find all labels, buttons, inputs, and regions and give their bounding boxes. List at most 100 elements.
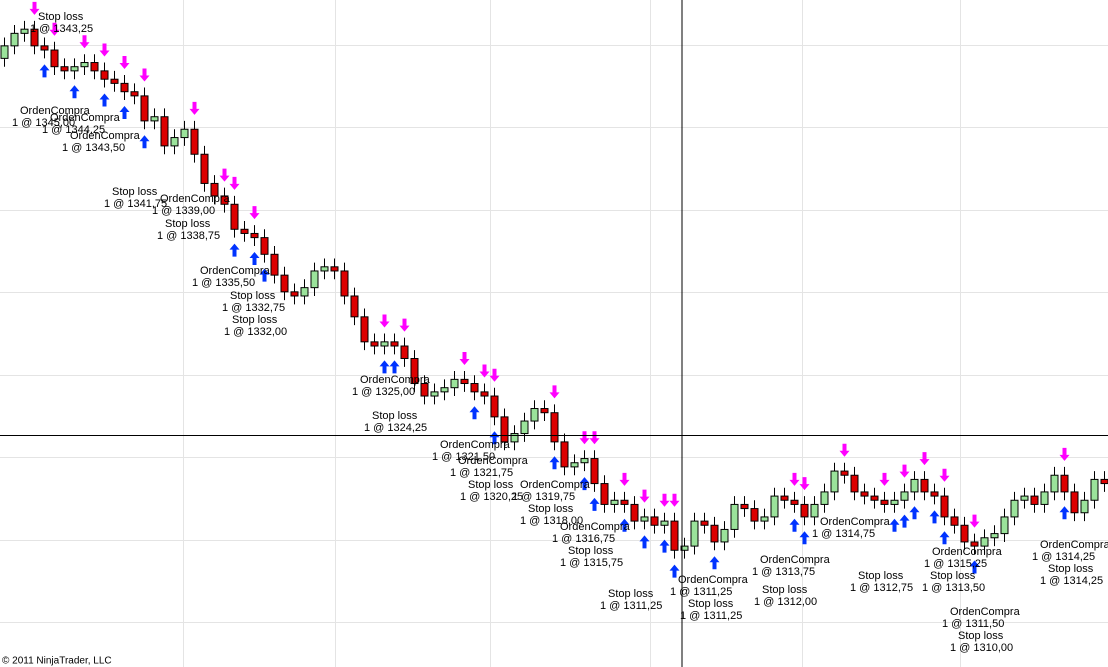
candle-body	[130, 91, 139, 97]
buy-arrow	[1059, 506, 1070, 520]
annotation-text: 1 @ 1311,25	[680, 610, 742, 622]
annotation-text: 1 @ 1311,25	[600, 600, 662, 612]
buy-arrow	[139, 135, 150, 149]
candle-body	[940, 495, 949, 518]
annotation-text: 1 @ 1311,25	[670, 586, 732, 598]
annotation-label: OrdenCompra	[160, 193, 231, 205]
sell-arrow	[619, 472, 630, 486]
candle-body	[480, 391, 489, 397]
annotation-label: OrdenCompra	[678, 574, 749, 586]
candle-body	[870, 495, 879, 501]
candle-body	[420, 383, 429, 397]
candle-body	[510, 433, 519, 443]
candle-body	[910, 478, 919, 493]
candle-body	[620, 499, 629, 505]
candle-body	[860, 491, 869, 497]
candle-body	[700, 520, 709, 526]
annotation-text: 1 @ 1320,25	[460, 491, 523, 503]
candle-body	[70, 66, 79, 72]
candle-body	[330, 266, 339, 272]
candle-body	[470, 383, 479, 393]
candle-body	[150, 116, 159, 122]
annotation-label: OrdenCompra	[932, 546, 1003, 558]
annotation-label: Stop loss	[232, 314, 278, 326]
candle-body	[590, 458, 599, 485]
buy-arrow	[589, 497, 600, 511]
candle-body	[840, 470, 849, 476]
sell-arrow	[639, 489, 650, 503]
buy-arrow	[249, 251, 260, 265]
sell-arrow	[79, 35, 90, 49]
candle-body	[60, 66, 69, 72]
candle-body	[930, 491, 939, 497]
candle-body	[1020, 495, 1029, 501]
candle-body	[1040, 491, 1049, 505]
sell-arrow	[399, 318, 410, 332]
candles	[0, 20, 1108, 559]
candle-body	[970, 541, 979, 547]
annotation-text: 1 @ 1332,75	[222, 302, 285, 314]
candle-body	[220, 195, 229, 205]
candle-body	[710, 524, 719, 543]
candle-body	[950, 516, 959, 526]
candle-body	[260, 237, 269, 255]
annotation-text: 1 @ 1318,00	[520, 515, 583, 527]
sell-arrow	[379, 314, 390, 328]
candle-body	[650, 516, 659, 526]
candle-body	[390, 341, 399, 347]
copyright: © 2011 NinjaTrader, LLC	[2, 656, 112, 667]
candle-body	[630, 503, 639, 522]
annotation-text: 1 @ 1310,00	[950, 642, 1013, 654]
annotation-label: Stop loss	[688, 598, 734, 610]
candle-body	[640, 516, 649, 522]
candle-body	[850, 474, 859, 493]
buy-arrow	[899, 514, 910, 528]
annotation-text: 1 @ 1319,75	[512, 491, 575, 503]
annotation-label: OrdenCompra	[200, 265, 271, 277]
annotation-label: OrdenCompra	[950, 606, 1021, 618]
annotation-text: 1 @ 1338,75	[157, 230, 220, 242]
candle-body	[1010, 499, 1019, 518]
annotation-text: 1 @ 1341,75	[104, 198, 167, 210]
sell-arrow	[29, 1, 40, 15]
candle-body	[380, 341, 389, 347]
sell-arrow	[229, 176, 240, 190]
annotation-label: OrdenCompra	[440, 439, 511, 451]
candle-body	[110, 78, 119, 84]
annotation-label: Stop loss	[372, 410, 418, 422]
candle-body	[1090, 478, 1099, 501]
candle-body	[600, 483, 609, 505]
annotation-text: 1 @ 1312,75	[850, 582, 913, 594]
candle-body	[540, 408, 549, 414]
candle-body	[410, 358, 419, 385]
buy-arrow	[969, 560, 980, 574]
candle-body	[230, 203, 239, 230]
buy-arrow	[549, 456, 560, 470]
annotation-text: 1 @ 1315,75	[560, 557, 623, 569]
annotation-text: 1 @ 1339,00	[152, 205, 215, 217]
buy-arrow	[889, 518, 900, 532]
candle-body	[270, 253, 279, 276]
candle-body	[340, 270, 349, 297]
annotation-label: Stop loss	[568, 545, 614, 557]
annotation-text: 1 @ 1321,50	[432, 451, 495, 463]
annotation-label: Stop loss	[930, 570, 976, 582]
candle-body	[1100, 478, 1108, 485]
candle-body	[300, 287, 309, 297]
candle-body	[690, 520, 699, 547]
candle-body	[190, 128, 199, 155]
candle-body	[1000, 516, 1009, 535]
candle-body	[10, 32, 19, 47]
candle-body	[120, 82, 129, 93]
candle-body	[1060, 474, 1069, 493]
sell-arrow	[49, 22, 60, 36]
sell-arrow	[219, 168, 230, 182]
buy-arrow	[579, 477, 590, 491]
candle-body	[450, 378, 459, 389]
annotation-text: 1 @ 1321,75	[450, 467, 513, 479]
candle-body	[430, 391, 439, 397]
candle-body	[180, 128, 189, 139]
candle-body	[550, 412, 559, 443]
